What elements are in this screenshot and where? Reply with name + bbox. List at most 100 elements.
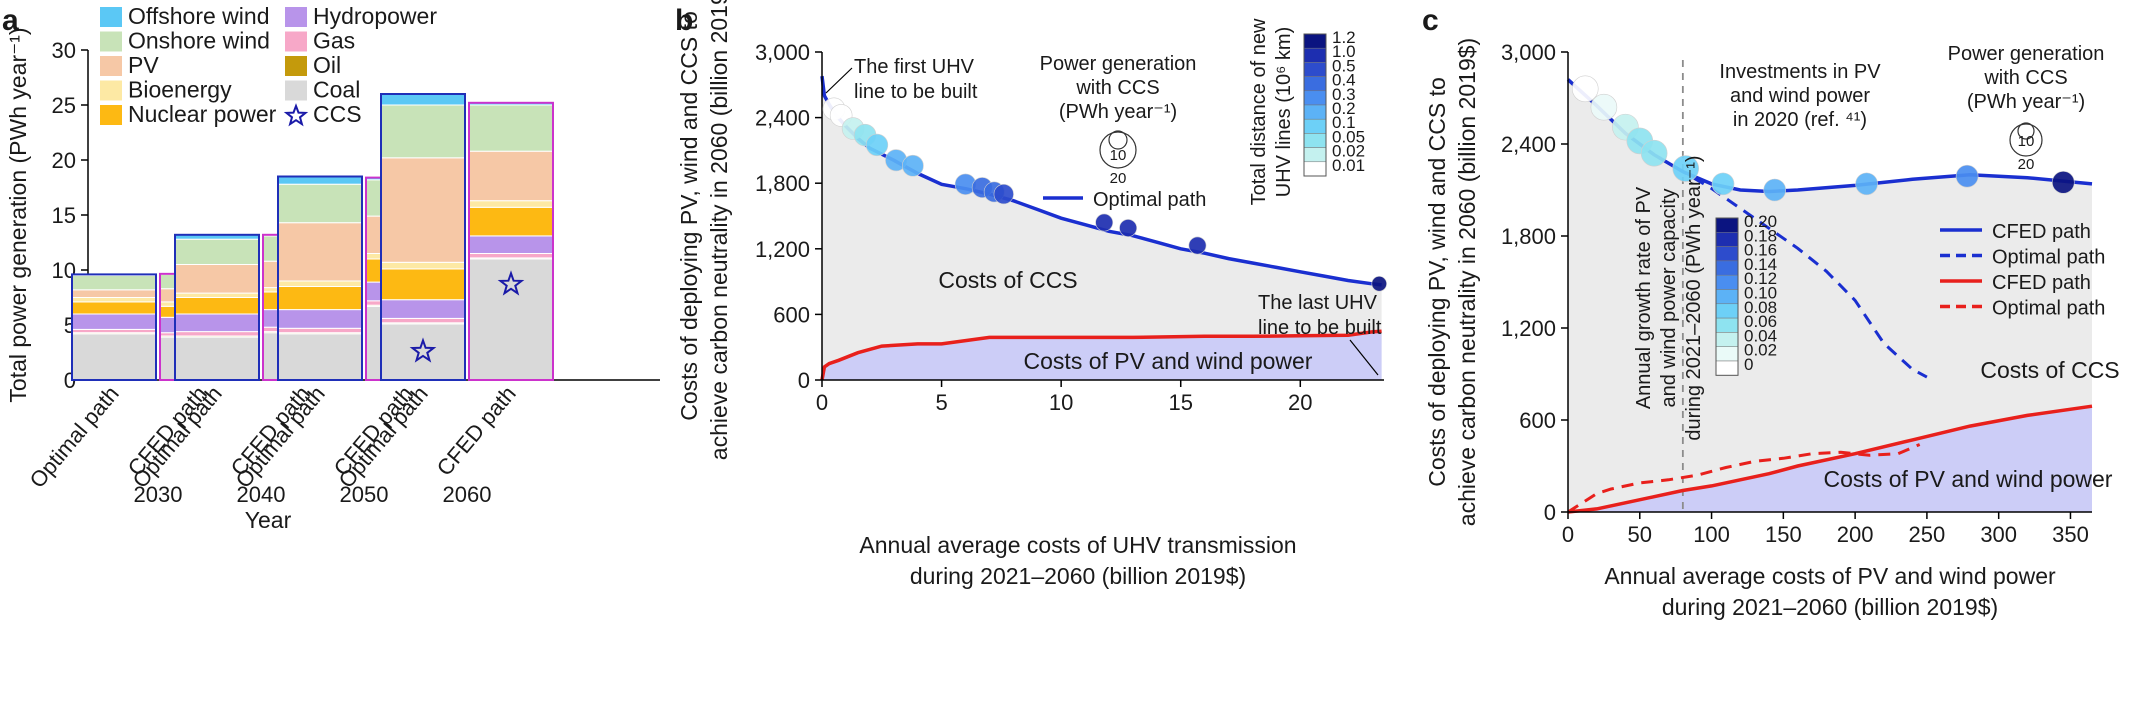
colorbar-c-swatch-8 xyxy=(1715,332,1739,347)
bar-segment-2030-optimal-hydropower xyxy=(71,313,157,330)
colorbar-b-label-8: 0.02 xyxy=(1332,142,1365,161)
legend-swatch-hydropower xyxy=(285,7,307,27)
y-tick-label: 20 xyxy=(52,148,76,173)
colorbar-c-label-4: 0.12 xyxy=(1744,269,1777,288)
uhv-circle-13 xyxy=(1188,236,1207,255)
x-tick-label: 50 xyxy=(1628,522,1652,547)
legend-label-hydropower: Hydropower xyxy=(313,3,437,29)
y-tick-label: 25 xyxy=(52,93,76,118)
legend-label-gas: Gas xyxy=(313,28,355,54)
colorbar-b-label-5: 0.2 xyxy=(1332,99,1356,118)
y-tick-label: 3,000 xyxy=(755,40,810,65)
ccs-size-legend-circle-20 xyxy=(1099,131,1137,169)
y-tick-label: 0 xyxy=(1544,500,1556,525)
y-tick-label: 1,200 xyxy=(1501,316,1556,341)
bar-segment-2050-optimal-nuclear xyxy=(277,286,363,311)
x-tick-label: 250 xyxy=(1909,522,1946,547)
x-axis-label-line2: during 2021–2060 (billion 2019$) xyxy=(910,563,1246,589)
uhv-circle-11 xyxy=(1095,213,1114,232)
bar-outline-2040-optimal xyxy=(174,233,260,381)
colorbar-c-swatch-3 xyxy=(1715,260,1739,276)
bar-segment-2030-optimal-pv xyxy=(71,289,157,298)
x-tick-label: 100 xyxy=(1693,522,1730,547)
legend-swatch-oil xyxy=(285,56,307,76)
bar-segment-2040-optimal-nuclear xyxy=(174,297,260,315)
legend-label-optimal-path: Optimal path xyxy=(1093,189,1206,211)
x-tick-label: 150 xyxy=(1765,522,1802,547)
y-axis-label-line1: Costs of deploying PV, wind and CCS to xyxy=(1424,77,1450,487)
colorbar-c-swatch-4 xyxy=(1715,274,1739,290)
legend-swatch-ccs xyxy=(283,103,309,127)
colorbar-c-label-0: 0.20 xyxy=(1744,212,1777,231)
ccs-size-legend-circle-10 xyxy=(1108,130,1128,150)
bar-segment-2060-cfed-pv xyxy=(468,150,554,202)
colorbar-b-label-2: 0.5 xyxy=(1332,56,1356,75)
bar-segment-2030-optimal-nuclear xyxy=(71,301,157,315)
colorbar-c-label-5: 0.10 xyxy=(1744,284,1777,303)
legend-label-pv: PV xyxy=(128,52,159,78)
y-tick-label: 1,800 xyxy=(755,171,810,196)
ccs-size-legend-line3: (PWh year⁻¹) xyxy=(1967,91,2085,113)
growth-circle-1 xyxy=(1590,93,1618,121)
growth-circle-4 xyxy=(1640,139,1668,167)
first-uhv-annotation-line2: line to be built xyxy=(854,81,978,103)
legend-label-offshore_wind: Offshore wind xyxy=(128,3,269,29)
y-tick-label: 30 xyxy=(52,38,76,63)
y-tick-label: 0 xyxy=(798,368,810,393)
investments-annotation-line2: and wind power xyxy=(1730,85,1870,107)
investments-annotation-line1: Investments in PV xyxy=(1719,61,1881,83)
colorbar-c-label-10: 0 xyxy=(1744,355,1753,374)
y-axis-label-line2: achieve carbon neutrality in 2060 (billi… xyxy=(706,0,732,460)
x-tick-label: 0 xyxy=(816,390,828,415)
colorbar-b-title-line1: Total distance of new xyxy=(1248,18,1270,205)
first-uhv-pointer xyxy=(825,67,853,94)
colorbar-c-swatch-9 xyxy=(1715,346,1739,362)
y-tick-label: 3,000 xyxy=(1501,40,1556,65)
ccs-size-legend-line2: with CCS xyxy=(1983,67,2067,89)
bar-segment-2040-optimal-pv xyxy=(174,264,260,294)
uhv-circle-14 xyxy=(1371,276,1387,292)
legend-swatch-pv xyxy=(100,56,122,76)
ccs-cost-area xyxy=(1568,79,2092,512)
group-label-2040: 2040 xyxy=(237,482,286,507)
x-axis-label: Year xyxy=(245,507,292,533)
colorbar-b-swatch-8 xyxy=(1303,147,1327,163)
y-tick-label: 600 xyxy=(773,302,810,327)
bar-segment-2050-optimal-gas xyxy=(277,327,363,334)
ccs-size-legend-circle-10 xyxy=(2017,122,2035,140)
bar-segment-2040-optimal-coal xyxy=(174,336,260,381)
bar-segment-2030-optimal-onshore_wind xyxy=(71,275,157,291)
legend-swatch-bioenergy xyxy=(100,80,122,101)
legend-swatch-onshore_wind xyxy=(100,31,122,52)
growth-circle-8 xyxy=(1855,172,1878,196)
colorbar-b-swatch-5 xyxy=(1303,104,1327,120)
ccs-size-legend-circle-20 xyxy=(2009,123,2043,157)
first-uhv-annotation-line1: The first UHV xyxy=(854,56,975,78)
bar-segment-2060-cfed-onshore_wind xyxy=(468,104,554,152)
bar-segment-2050-optimal-offshore_wind xyxy=(277,176,363,185)
colorbar-b-swatch-0 xyxy=(1303,33,1327,49)
bar-segment-2040-optimal-hydropower xyxy=(174,313,260,333)
bar-segment-2030-optimal-bioenergy xyxy=(71,297,157,303)
bar-segment-2060-optimal-nuclear xyxy=(380,268,466,301)
panel-label-a: a xyxy=(2,4,19,37)
legend-swatch-coal xyxy=(285,80,307,101)
x-tick-label: 0 xyxy=(1562,522,1574,547)
group-label-2030: 2030 xyxy=(134,482,183,507)
colorbar-c-swatch-1 xyxy=(1715,232,1739,247)
colorbar-b-label-0: 1.2 xyxy=(1332,28,1356,47)
colorbar-b-swatch-2 xyxy=(1303,62,1327,77)
bar-label-2060-optimal: Optimal path xyxy=(334,381,433,493)
colorbar-b-title-line2: UHV lines (10⁶ km) xyxy=(1273,27,1295,198)
colorbar-c-swatch-7 xyxy=(1715,317,1739,333)
pv-wind-area-label: Costs of PV and wind power xyxy=(1024,348,1313,374)
ccs-size-legend-tick-20: 20 xyxy=(2018,156,2035,173)
colorbar-c-label-3: 0.14 xyxy=(1744,255,1777,274)
x-tick-label: 10 xyxy=(1049,390,1073,415)
bar-segment-2060-optimal-hydropower xyxy=(380,299,466,319)
bar-segment-2060-cfed-nuclear xyxy=(468,206,554,237)
last-uhv-annotation-line1: The last UHV xyxy=(1258,292,1378,314)
bar-segment-2040-optimal-gas xyxy=(174,331,260,337)
